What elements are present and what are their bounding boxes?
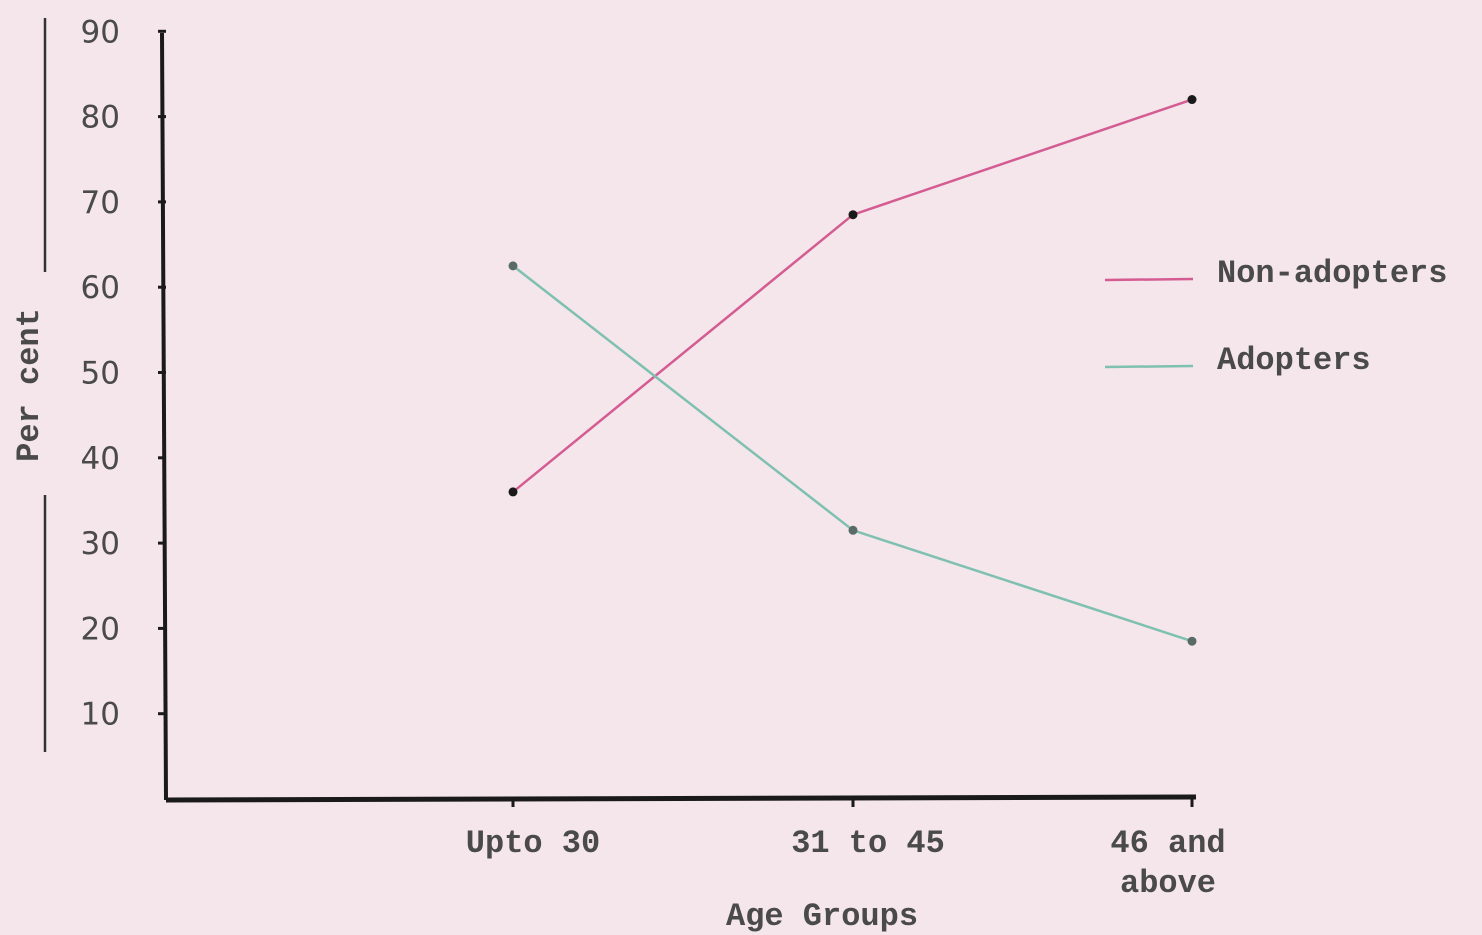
legend-swatch (1104, 277, 1194, 282)
x-category-label: 46 and (1110, 825, 1225, 862)
data-point (508, 261, 518, 271)
legend-label: Adopters (1217, 342, 1371, 379)
x-category-label: Upto 30 (466, 825, 600, 862)
y-tick-label: 20 (81, 611, 120, 647)
y-tick-label: 40 (81, 441, 120, 477)
x-category-label: above (1120, 865, 1216, 902)
y-tick-label: 60 (81, 270, 120, 306)
x-category-label: 31 to 45 (791, 825, 945, 862)
y-tick-label: 30 (81, 526, 120, 562)
y-ticks: 10 20 30 40 50 60 70 80 90 (81, 14, 166, 733)
data-point (1187, 636, 1197, 646)
legend: Non-adopters Adopters (1104, 255, 1447, 379)
y-axis (160, 32, 168, 801)
y-tick-label: 50 (81, 356, 120, 392)
data-point (848, 210, 858, 220)
y-tick-label: 10 (81, 697, 120, 733)
y-tick-label: 70 (81, 185, 120, 221)
data-point (1187, 95, 1197, 105)
legend-swatch (1104, 364, 1194, 369)
data-point (848, 525, 858, 535)
data-point (508, 487, 518, 497)
y-tick-label: 90 (81, 14, 120, 50)
x-axis (165, 794, 1197, 803)
series-layer (508, 95, 1197, 646)
x-axis-title: Age Groups (726, 898, 918, 935)
y-axis-title: Per cent (11, 308, 48, 462)
legend-label: Non-adopters (1217, 255, 1447, 292)
y-tick-label: 80 (81, 100, 120, 136)
